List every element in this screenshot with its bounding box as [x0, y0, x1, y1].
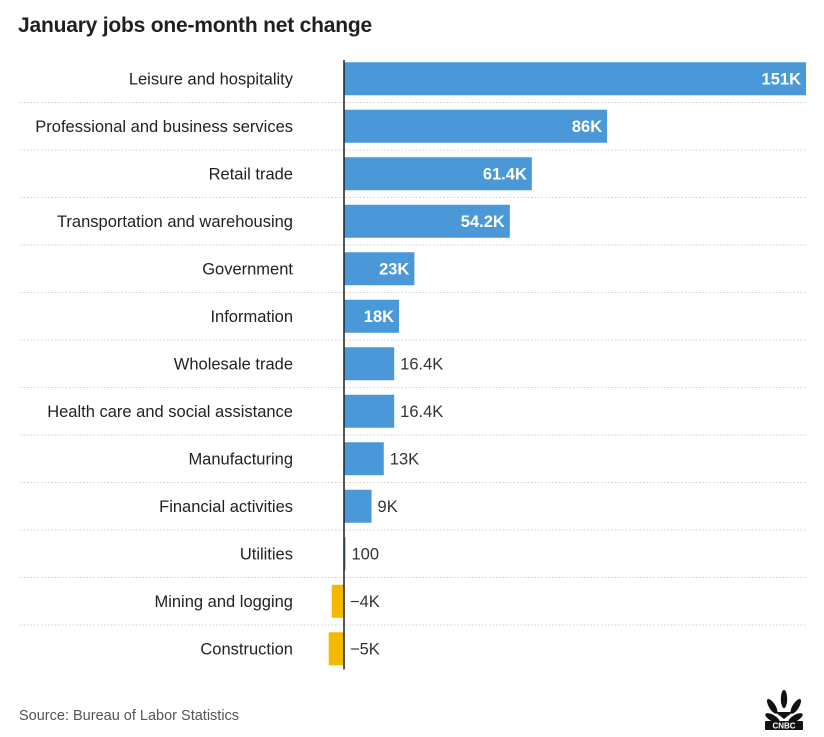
- category-label: Transportation and warehousing: [57, 213, 293, 231]
- bar: [344, 157, 532, 191]
- value-label: −5K: [350, 640, 380, 658]
- value-label: 86K: [572, 118, 602, 136]
- bar: [344, 204, 510, 238]
- value-label: −4K: [350, 593, 380, 611]
- value-label: 13K: [390, 450, 419, 468]
- category-label: Manufacturing: [188, 450, 293, 468]
- bar: [328, 632, 344, 666]
- category-label: Information: [210, 308, 293, 326]
- bar: [344, 347, 395, 381]
- value-label: 151K: [762, 70, 802, 88]
- value-label: 18K: [364, 308, 394, 326]
- value-label: 16.4K: [400, 355, 443, 373]
- category-label: Leisure and hospitality: [129, 70, 294, 88]
- value-label: 23K: [379, 260, 409, 278]
- value-label: 54.2K: [461, 213, 505, 231]
- bar: [344, 442, 384, 476]
- value-label: 100: [352, 545, 380, 563]
- value-label: 61.4K: [483, 165, 527, 183]
- category-label: Professional and business services: [35, 118, 293, 136]
- category-label: Health care and social assistance: [47, 403, 293, 421]
- bar: [344, 299, 400, 333]
- bar: [344, 252, 415, 286]
- category-label: Wholesale trade: [174, 355, 293, 373]
- category-label: Retail trade: [209, 165, 293, 183]
- category-label: Construction: [200, 640, 293, 658]
- value-label: 16.4K: [400, 403, 443, 421]
- category-label: Financial activities: [159, 498, 293, 516]
- cnbc-peacock-logo: CNBC: [765, 690, 803, 731]
- bar: [344, 109, 608, 143]
- bar: [344, 62, 806, 96]
- bars: [328, 62, 806, 666]
- bar: [344, 394, 395, 428]
- category-label: Government: [202, 260, 293, 278]
- svg-text:CNBC: CNBC: [772, 722, 795, 731]
- value-label: 9K: [378, 498, 398, 516]
- bar: [331, 584, 344, 618]
- grid-lines: [20, 102, 806, 626]
- value-labels: 151K 86K 61.4K 54.2K 23K 18K 16.4K 16.4K 13K 9K 10…: [350, 70, 801, 658]
- bar: [344, 489, 372, 523]
- category-labels: Leisure and hospitality Professional and …: [35, 70, 293, 658]
- category-label: Utilities: [240, 545, 293, 563]
- category-label: Mining and logging: [154, 593, 293, 611]
- source-note: Source: Bureau of Labor Statistics: [19, 708, 240, 724]
- chart-title: January jobs one-month net change: [18, 14, 372, 37]
